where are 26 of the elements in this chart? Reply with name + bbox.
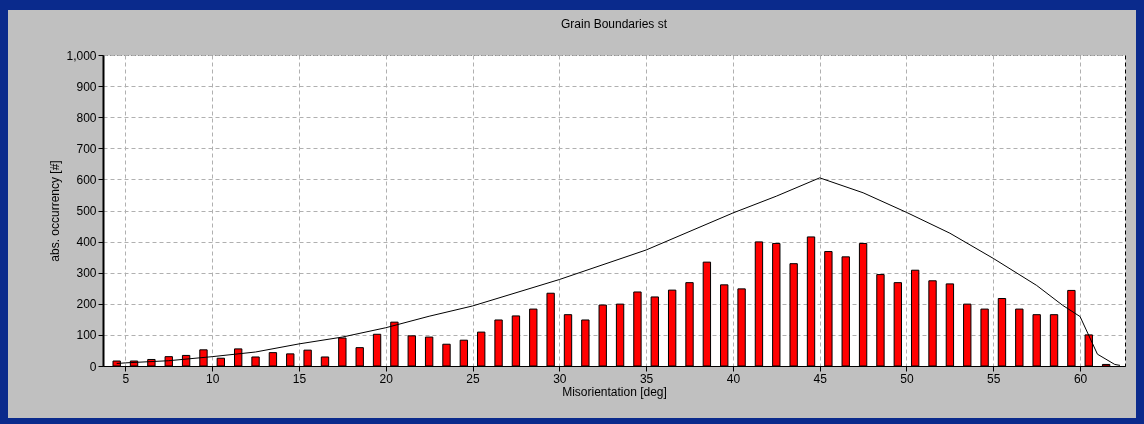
y-tick-label: 0 (89, 359, 97, 374)
y-tick-label: 800 (76, 110, 97, 125)
y-axis-title: abs. occurrency [#] (48, 160, 63, 262)
x-tick-label: 25 (466, 371, 481, 386)
chart-title: Grain Boundaries st (560, 17, 668, 31)
x-tick-label: 40 (726, 371, 741, 386)
x-tick-label: 15 (292, 371, 307, 386)
y-tick-label: 700 (76, 141, 97, 156)
x-tick-label: 35 (639, 371, 654, 386)
y-tick-label: 300 (76, 266, 97, 281)
y-tick-label: 600 (76, 172, 97, 187)
x-tick-label: 20 (379, 371, 394, 386)
x-tick-label: 45 (813, 371, 828, 386)
y-tick-label: 100 (76, 328, 97, 343)
x-tick-label: 55 (987, 371, 1001, 386)
x-axis-title: Misorientation [deg] (562, 384, 667, 399)
y-tick-label: 200 (76, 297, 97, 312)
x-tick-label: 50 (900, 371, 914, 386)
y-tick-label: 900 (76, 79, 97, 94)
y-tick-label: 400 (76, 235, 97, 250)
x-tick-label: 5 (122, 371, 130, 386)
y-tick-label: 1,000 (66, 48, 97, 63)
x-tick-label: 30 (553, 371, 567, 386)
y-tick-label: 500 (76, 204, 97, 218)
x-tick-label: 10 (205, 371, 220, 386)
x-tick-label: 60 (1073, 371, 1088, 386)
